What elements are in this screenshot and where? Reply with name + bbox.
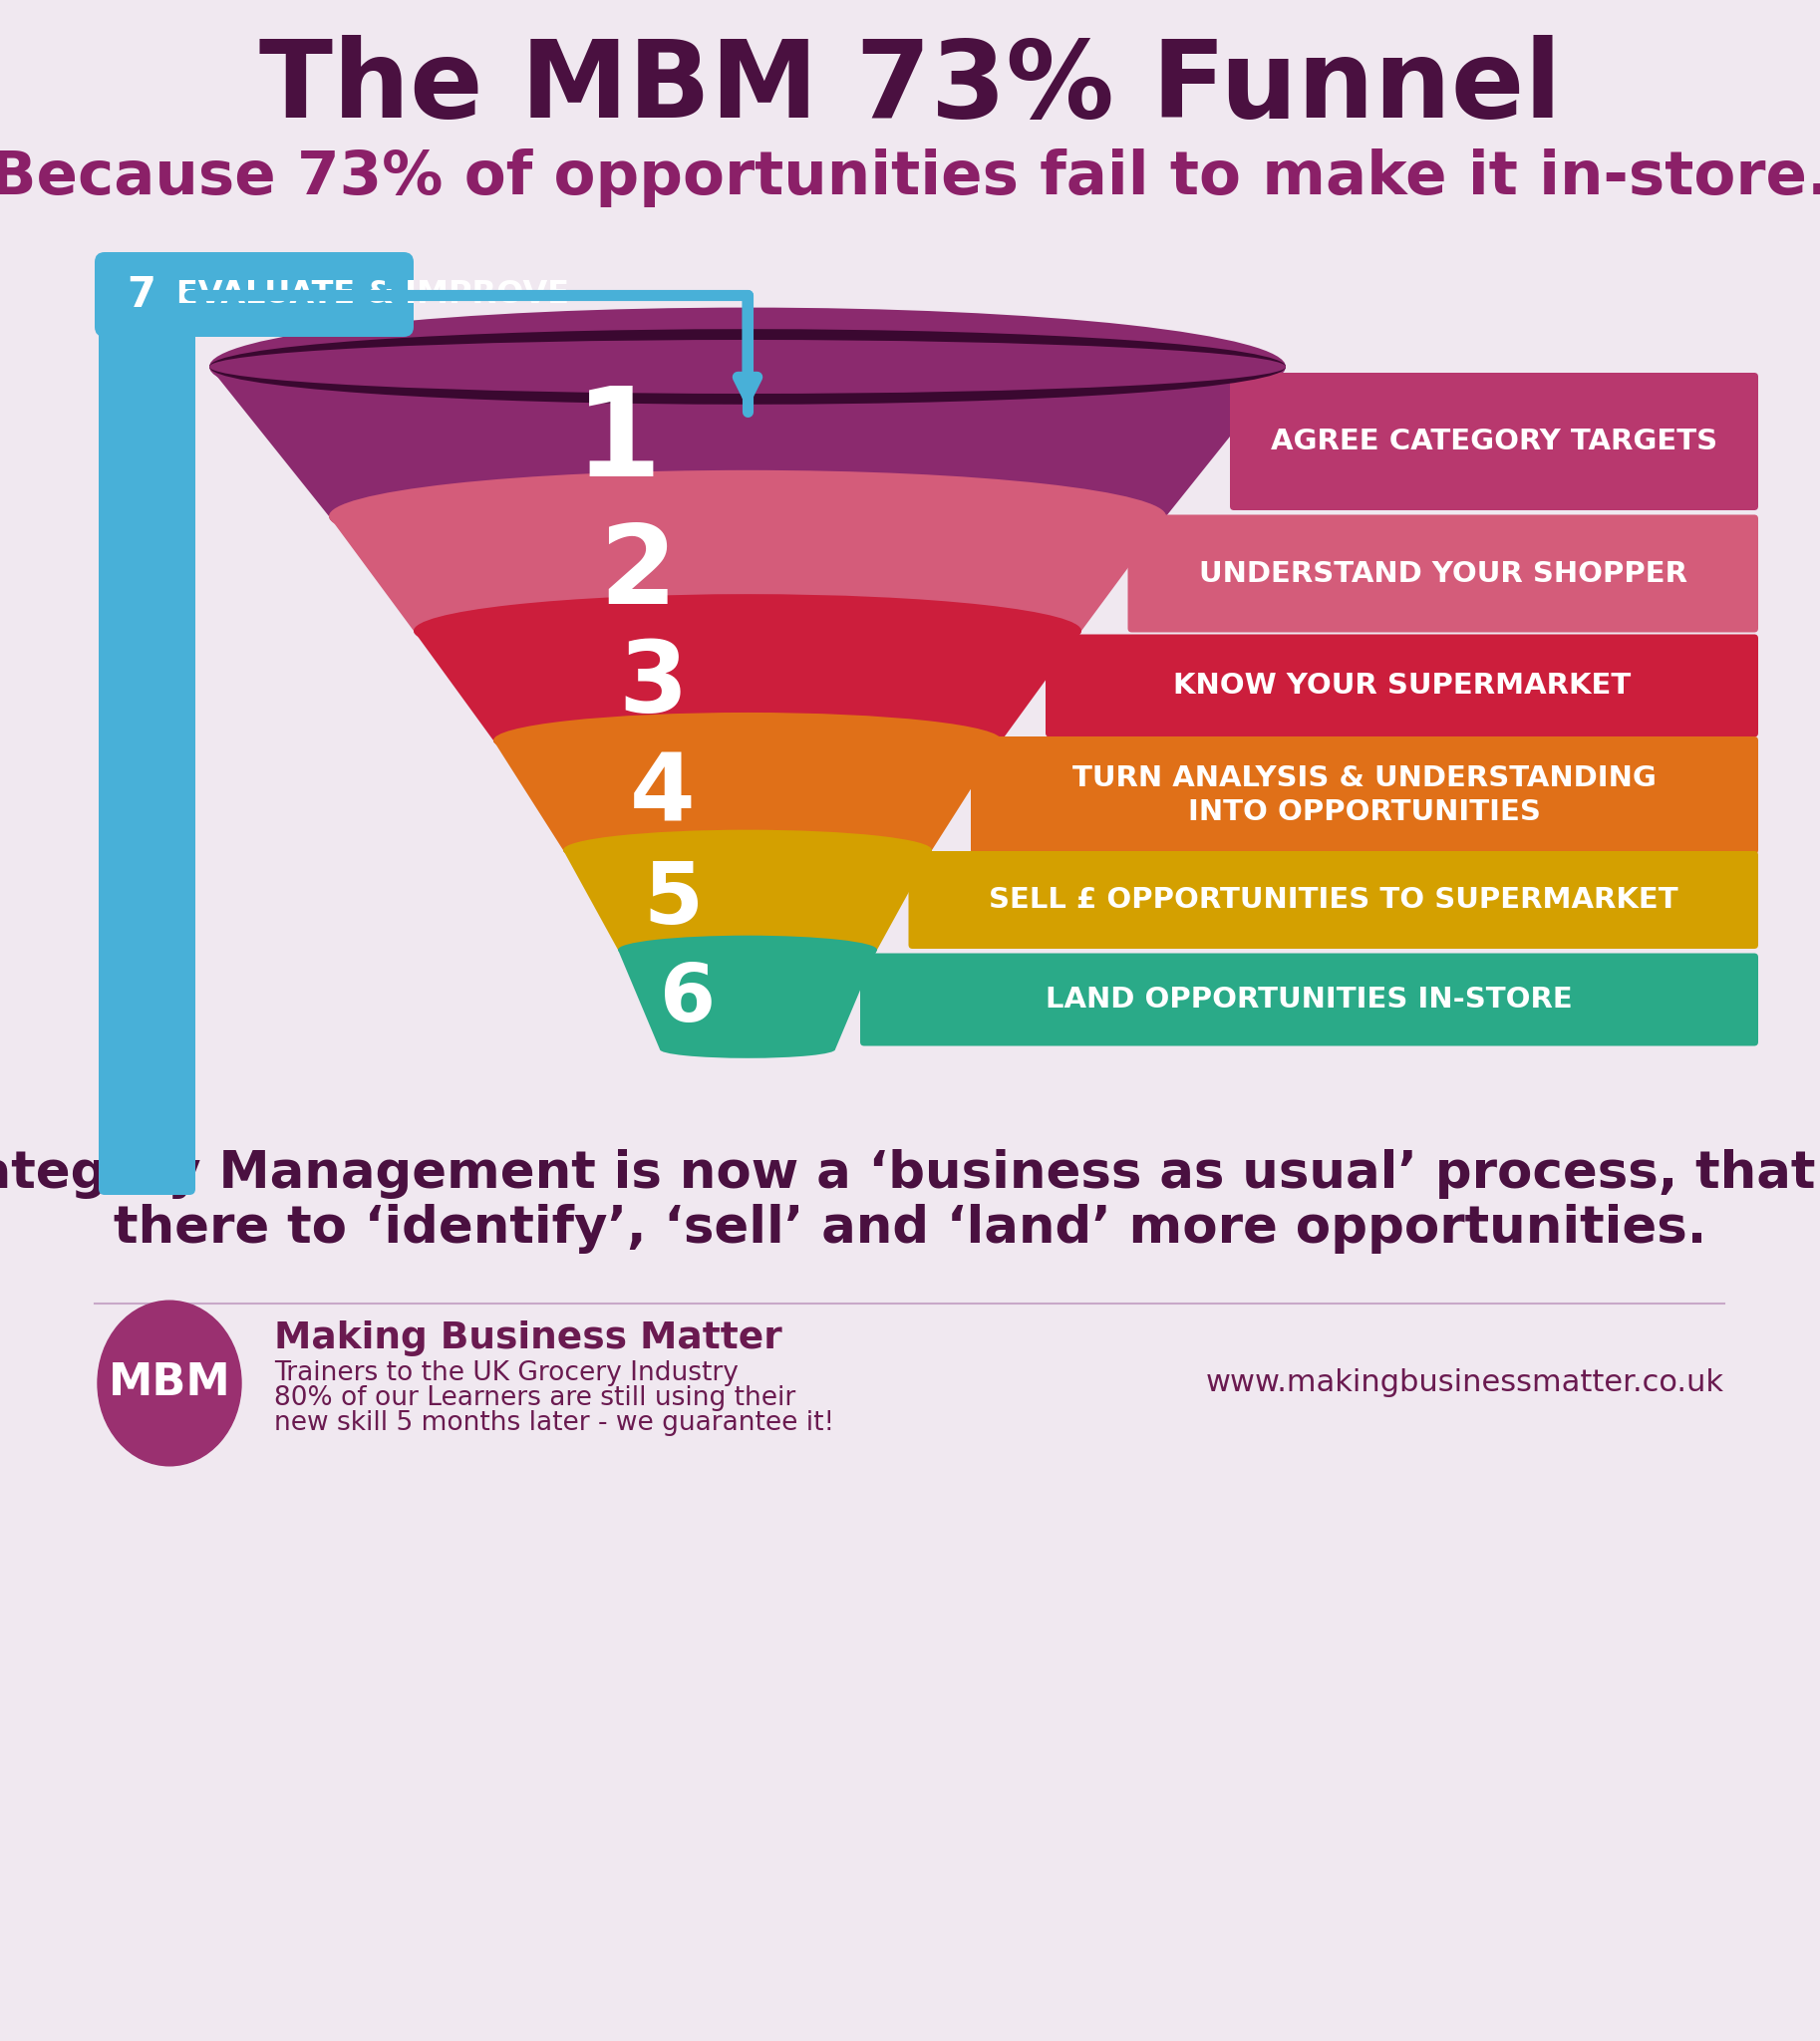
- FancyBboxPatch shape: [1230, 374, 1758, 510]
- FancyBboxPatch shape: [1128, 514, 1758, 633]
- Text: 1: 1: [575, 382, 661, 502]
- Ellipse shape: [493, 714, 1001, 765]
- Ellipse shape: [329, 469, 1167, 561]
- Ellipse shape: [562, 831, 932, 869]
- Text: MBM: MBM: [107, 1361, 231, 1404]
- Polygon shape: [493, 741, 1001, 851]
- Polygon shape: [329, 516, 1167, 631]
- Text: 2: 2: [599, 520, 677, 627]
- Text: 4: 4: [630, 749, 695, 841]
- Polygon shape: [209, 367, 1285, 516]
- Text: Category Management is now a ‘business as usual’ process, that is: Category Management is now a ‘business a…: [0, 1149, 1820, 1198]
- Text: new skill 5 months later - we guarantee it!: new skill 5 months later - we guarantee …: [275, 1410, 834, 1437]
- Text: www.makingbusinessmatter.co.uk: www.makingbusinessmatter.co.uk: [1207, 1370, 1724, 1398]
- FancyBboxPatch shape: [861, 953, 1758, 1045]
- Text: TURN ANALYSIS & UNDERSTANDING
INTO OPPORTUNITIES: TURN ANALYSIS & UNDERSTANDING INTO OPPOR…: [1072, 763, 1656, 827]
- Text: SELL £ OPPORTUNITIES TO SUPERMARKET: SELL £ OPPORTUNITIES TO SUPERMARKET: [988, 886, 1678, 914]
- FancyBboxPatch shape: [908, 851, 1758, 949]
- Text: KNOW YOUR SUPERMARKET: KNOW YOUR SUPERMARKET: [1174, 671, 1631, 700]
- Text: Making Business Matter: Making Business Matter: [275, 1321, 783, 1357]
- Text: Because 73% of opportunities fail to make it in-store.: Because 73% of opportunities fail to mak…: [0, 149, 1820, 206]
- Polygon shape: [562, 851, 932, 949]
- Text: The MBM 73% Funnel: The MBM 73% Funnel: [258, 35, 1562, 141]
- Ellipse shape: [562, 831, 932, 869]
- Text: 7: 7: [127, 273, 155, 316]
- FancyBboxPatch shape: [970, 737, 1758, 853]
- Ellipse shape: [493, 712, 1001, 767]
- Text: LAND OPPORTUNITIES IN-STORE: LAND OPPORTUNITIES IN-STORE: [1046, 986, 1572, 1014]
- FancyBboxPatch shape: [1045, 635, 1758, 737]
- Ellipse shape: [619, 937, 877, 963]
- Ellipse shape: [413, 598, 1081, 663]
- Text: EVALUATE & IMPROVE: EVALUATE & IMPROVE: [177, 280, 570, 310]
- Ellipse shape: [329, 474, 1167, 557]
- Polygon shape: [413, 631, 1081, 741]
- Text: UNDERSTAND YOUR SHOPPER: UNDERSTAND YOUR SHOPPER: [1199, 559, 1687, 588]
- Ellipse shape: [413, 594, 1081, 667]
- Ellipse shape: [619, 935, 877, 963]
- Ellipse shape: [209, 341, 1285, 394]
- Text: there to ‘identify’, ‘sell’ and ‘land’ more opportunities.: there to ‘identify’, ‘sell’ and ‘land’ m…: [113, 1204, 1707, 1253]
- Ellipse shape: [98, 1300, 242, 1465]
- FancyBboxPatch shape: [95, 253, 413, 337]
- Ellipse shape: [209, 308, 1285, 427]
- Ellipse shape: [661, 1041, 835, 1057]
- Text: 5: 5: [642, 859, 703, 941]
- Text: 3: 3: [619, 637, 688, 735]
- FancyBboxPatch shape: [98, 320, 195, 1194]
- Polygon shape: [619, 949, 877, 1049]
- Text: Trainers to the UK Grocery Industry: Trainers to the UK Grocery Industry: [275, 1361, 739, 1386]
- Text: 6: 6: [661, 961, 715, 1039]
- Text: 80% of our Learners are still using their: 80% of our Learners are still using thei…: [275, 1386, 795, 1410]
- Ellipse shape: [209, 329, 1285, 404]
- Text: AGREE CATEGORY TARGETS: AGREE CATEGORY TARGETS: [1270, 427, 1718, 455]
